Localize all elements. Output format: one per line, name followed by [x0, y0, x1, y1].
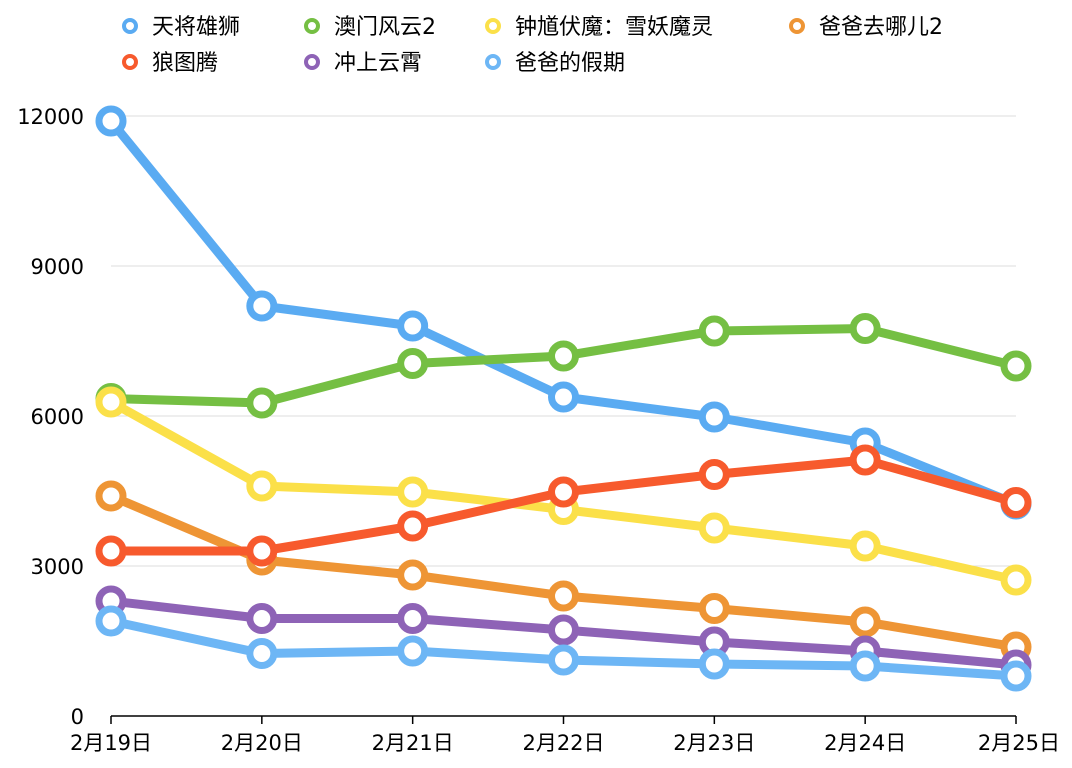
series-4-point: [548, 476, 579, 508]
legend-marker: [485, 18, 501, 34]
legend-item: 澳门风云2: [304, 15, 436, 40]
series-6-point: [397, 635, 429, 667]
series-5-point: [548, 614, 579, 646]
series-6-point: [1000, 660, 1032, 692]
series-0-point: [698, 401, 730, 433]
series-1-point: [548, 340, 579, 372]
series-1-point: [849, 313, 881, 344]
legend-marker: [122, 18, 138, 34]
legend-item: 钟馗伏魔：雪妖魔灵: [485, 15, 713, 40]
legend-label: 爸爸的假期: [515, 51, 625, 76]
series-0-point: [95, 105, 127, 137]
legend-label: 爸爸去哪儿2: [819, 15, 943, 40]
series-3-point: [849, 606, 881, 638]
series-3-point: [397, 559, 429, 591]
series-0-point: [397, 310, 429, 342]
x-tick-label: 2月25日: [978, 731, 1060, 755]
series-2-point: [849, 530, 881, 562]
y-tick-label: 9000: [31, 255, 84, 279]
series-1-point: [1000, 350, 1032, 382]
series-1-point: [397, 348, 429, 379]
legend-item: 冲上云霄: [304, 51, 422, 76]
series-2-point: [95, 386, 127, 418]
legend-item: 爸爸的假期: [485, 51, 625, 76]
series-0-point: [246, 290, 278, 322]
series-2-point: [698, 512, 730, 544]
series-6-point: [698, 648, 730, 680]
series-2-point: [397, 476, 429, 508]
series-6-point: [548, 644, 579, 676]
x-tick-label: 2月21日: [372, 731, 454, 755]
legend-label: 冲上云霄: [334, 51, 422, 76]
series-4-point: [849, 444, 881, 476]
y-tick-label: 3000: [31, 555, 84, 579]
series-2-point: [246, 470, 278, 502]
series-3-point: [548, 580, 579, 612]
x-tick-label: 2月24日: [824, 731, 906, 755]
legend-marker: [485, 54, 501, 70]
series-3-point: [698, 593, 730, 624]
legend-marker: [304, 18, 320, 34]
legend-item: 爸爸去哪儿2: [789, 15, 943, 40]
y-tick-label: 12000: [17, 105, 84, 129]
legend-item: 天将雄狮: [122, 15, 240, 40]
y-axis: 0 3000 6000 9000 12000: [17, 105, 84, 729]
series-4-point: [246, 535, 278, 567]
legend-marker: [789, 18, 805, 34]
series-0-point: [548, 381, 579, 413]
series-5-point: [397, 603, 429, 634]
legend-marker: [304, 54, 320, 70]
legend-label: 钟馗伏魔：雪妖魔灵: [515, 15, 713, 40]
series-1-point: [698, 315, 730, 347]
series-6-point: [95, 605, 127, 637]
series-2-point: [1000, 564, 1032, 596]
series-4-point: [1000, 487, 1032, 518]
legend-marker: [122, 54, 138, 70]
series-6-point: [246, 638, 278, 669]
x-tick-label: 2月19日: [70, 731, 152, 755]
series-6-point: [849, 650, 881, 682]
x-axis: 2月19日 2月20日 2月21日 2月22日 2月23日 2月24日 2月25日: [70, 715, 1060, 755]
y-tick-label: 6000: [31, 405, 84, 429]
legend-label: 澳门风云2: [334, 15, 436, 40]
series-4-point: [95, 535, 127, 567]
legend-label: 天将雄狮: [152, 15, 240, 40]
series-4-point: [698, 459, 730, 490]
series-points: [95, 105, 1032, 692]
legend: 天将雄狮 澳门风云2 钟馗伏魔：雪妖魔灵 爸爸去哪儿2 狼图腾 冲上云霄 爸爸的假期: [122, 15, 943, 76]
legend-item: 狼图腾: [122, 51, 218, 76]
series-4-point: [397, 510, 429, 542]
legend-label: 狼图腾: [152, 51, 218, 76]
x-tick-label: 2月23日: [673, 731, 755, 755]
y-tick-label: 0: [71, 705, 84, 729]
x-tick-label: 2月20日: [221, 731, 303, 755]
x-tick-label: 2月22日: [522, 731, 604, 755]
series-3-point: [95, 480, 127, 512]
series-1-point: [246, 387, 278, 419]
series-5-point: [246, 603, 278, 634]
